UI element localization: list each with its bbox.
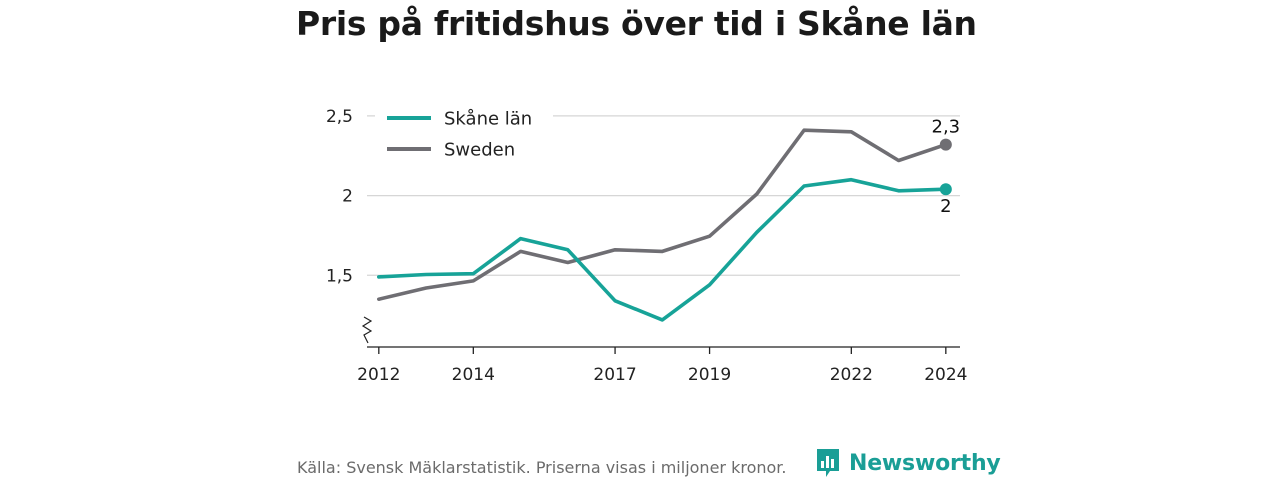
x-tick-label: 2017 bbox=[593, 365, 636, 385]
brand-name: Newsworthy bbox=[849, 450, 1001, 476]
x-axis-ticks: 2012 2014 2017 2019 2022 2024 bbox=[357, 347, 967, 385]
x-tick-label: 2019 bbox=[688, 365, 731, 385]
x-tick-label: 2022 bbox=[830, 365, 873, 385]
x-tick-label: 2024 bbox=[924, 365, 967, 385]
newsworthy-logo-icon bbox=[817, 449, 839, 477]
legend: Skåne län Sweden bbox=[375, 102, 553, 166]
series-end-marker bbox=[939, 183, 952, 196]
series-line bbox=[376, 128, 948, 302]
x-tick-label: 2014 bbox=[452, 365, 495, 385]
y-tick-label: 2,5 bbox=[326, 107, 353, 127]
series-end-label: 2 bbox=[940, 196, 951, 217]
y-tick-label: 2 bbox=[342, 187, 353, 207]
series-end-marker bbox=[939, 138, 952, 151]
axis-break-icon bbox=[361, 316, 373, 344]
legend-background bbox=[375, 102, 553, 166]
x-tick-label: 2012 bbox=[357, 365, 400, 385]
y-axis-ticks: 1,5 2 2,5 bbox=[326, 107, 353, 286]
series-lines: 2,32 bbox=[376, 117, 961, 322]
legend-label: Sweden bbox=[444, 140, 515, 161]
y-tick-label: 1,5 bbox=[326, 266, 353, 286]
legend-label: Skåne län bbox=[444, 109, 532, 130]
series-line bbox=[376, 177, 948, 322]
series-end-label: 2,3 bbox=[932, 117, 961, 138]
brand-logo[interactable]: Newsworthy bbox=[815, 446, 1001, 480]
x-axis bbox=[361, 316, 960, 348]
source-note: Källa: Svensk Mäklarstatistik. Priserna … bbox=[297, 458, 787, 477]
chart-title: Pris på fritidshus över tid i Skåne län bbox=[296, 4, 977, 43]
